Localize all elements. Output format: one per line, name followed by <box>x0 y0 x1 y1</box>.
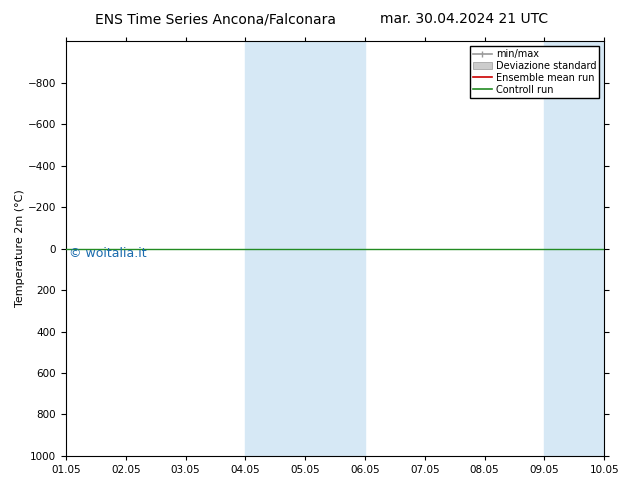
Bar <box>545 41 604 456</box>
Y-axis label: Temperature 2m (°C): Temperature 2m (°C) <box>15 190 25 307</box>
Text: © woitalia.it: © woitalia.it <box>68 246 146 260</box>
Legend: min/max, Deviazione standard, Ensemble mean run, Controll run: min/max, Deviazione standard, Ensemble m… <box>470 46 599 98</box>
Bar <box>305 41 365 456</box>
Bar <box>245 41 305 456</box>
Text: mar. 30.04.2024 21 UTC: mar. 30.04.2024 21 UTC <box>380 12 548 26</box>
Text: ENS Time Series Ancona/Falconara: ENS Time Series Ancona/Falconara <box>95 12 336 26</box>
Bar <box>604 41 634 456</box>
